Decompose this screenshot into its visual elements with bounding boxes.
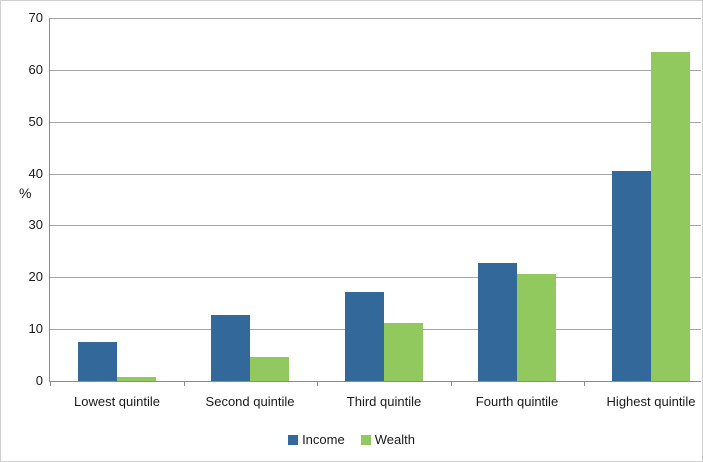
x-axis-tick (50, 382, 51, 386)
y-tick-label: 40 (28, 166, 43, 181)
gridline (49, 277, 701, 278)
x-axis-tick (184, 382, 185, 386)
x-category-label: Lowest quintile (74, 394, 160, 409)
y-tick-label: 70 (28, 10, 43, 25)
y-tick-label: 60 (28, 62, 43, 77)
y-axis-line (49, 18, 50, 381)
x-axis-tick (451, 382, 452, 386)
x-category-label: Second quintile (205, 394, 295, 409)
bar-wealth-5 (651, 52, 690, 381)
y-tick-label: 10 (28, 321, 43, 336)
gridline (49, 225, 701, 226)
x-category-label: Highest quintile (606, 394, 696, 409)
gridline (49, 18, 701, 19)
x-axis-tick (584, 382, 585, 386)
gridline (49, 70, 701, 71)
legend-item-wealth: Wealth (360, 432, 415, 447)
legend-label: Wealth (374, 432, 415, 447)
bar-wealth-2 (250, 357, 289, 381)
legend-label: Income (302, 432, 345, 447)
bar-wealth-3 (384, 323, 423, 381)
x-category-label: Fourth quintile (475, 394, 559, 409)
x-axis-tick (317, 382, 318, 386)
y-axis-title: % (19, 185, 32, 201)
gridline (49, 174, 701, 175)
legend: Income Wealth (1, 432, 702, 447)
bar-income-1 (78, 342, 117, 381)
x-category-label: Third quintile (346, 394, 422, 409)
legend-item-income: Income (288, 432, 345, 447)
bar-wealth-1 (117, 377, 156, 381)
y-tick-label: 50 (28, 114, 43, 129)
bar-income-2 (211, 315, 250, 381)
legend-swatch-icon (288, 434, 299, 445)
legend-swatch-icon (360, 434, 371, 445)
y-tick-label: 30 (28, 217, 43, 232)
bar-income-4 (478, 263, 517, 381)
y-tick-label: 0 (35, 373, 43, 388)
bar-income-3 (345, 292, 384, 381)
y-tick-label: 20 (28, 269, 43, 284)
bar-income-5 (612, 171, 651, 381)
x-axis-line (49, 381, 701, 382)
bar-wealth-4 (517, 274, 556, 381)
gridline (49, 122, 701, 123)
